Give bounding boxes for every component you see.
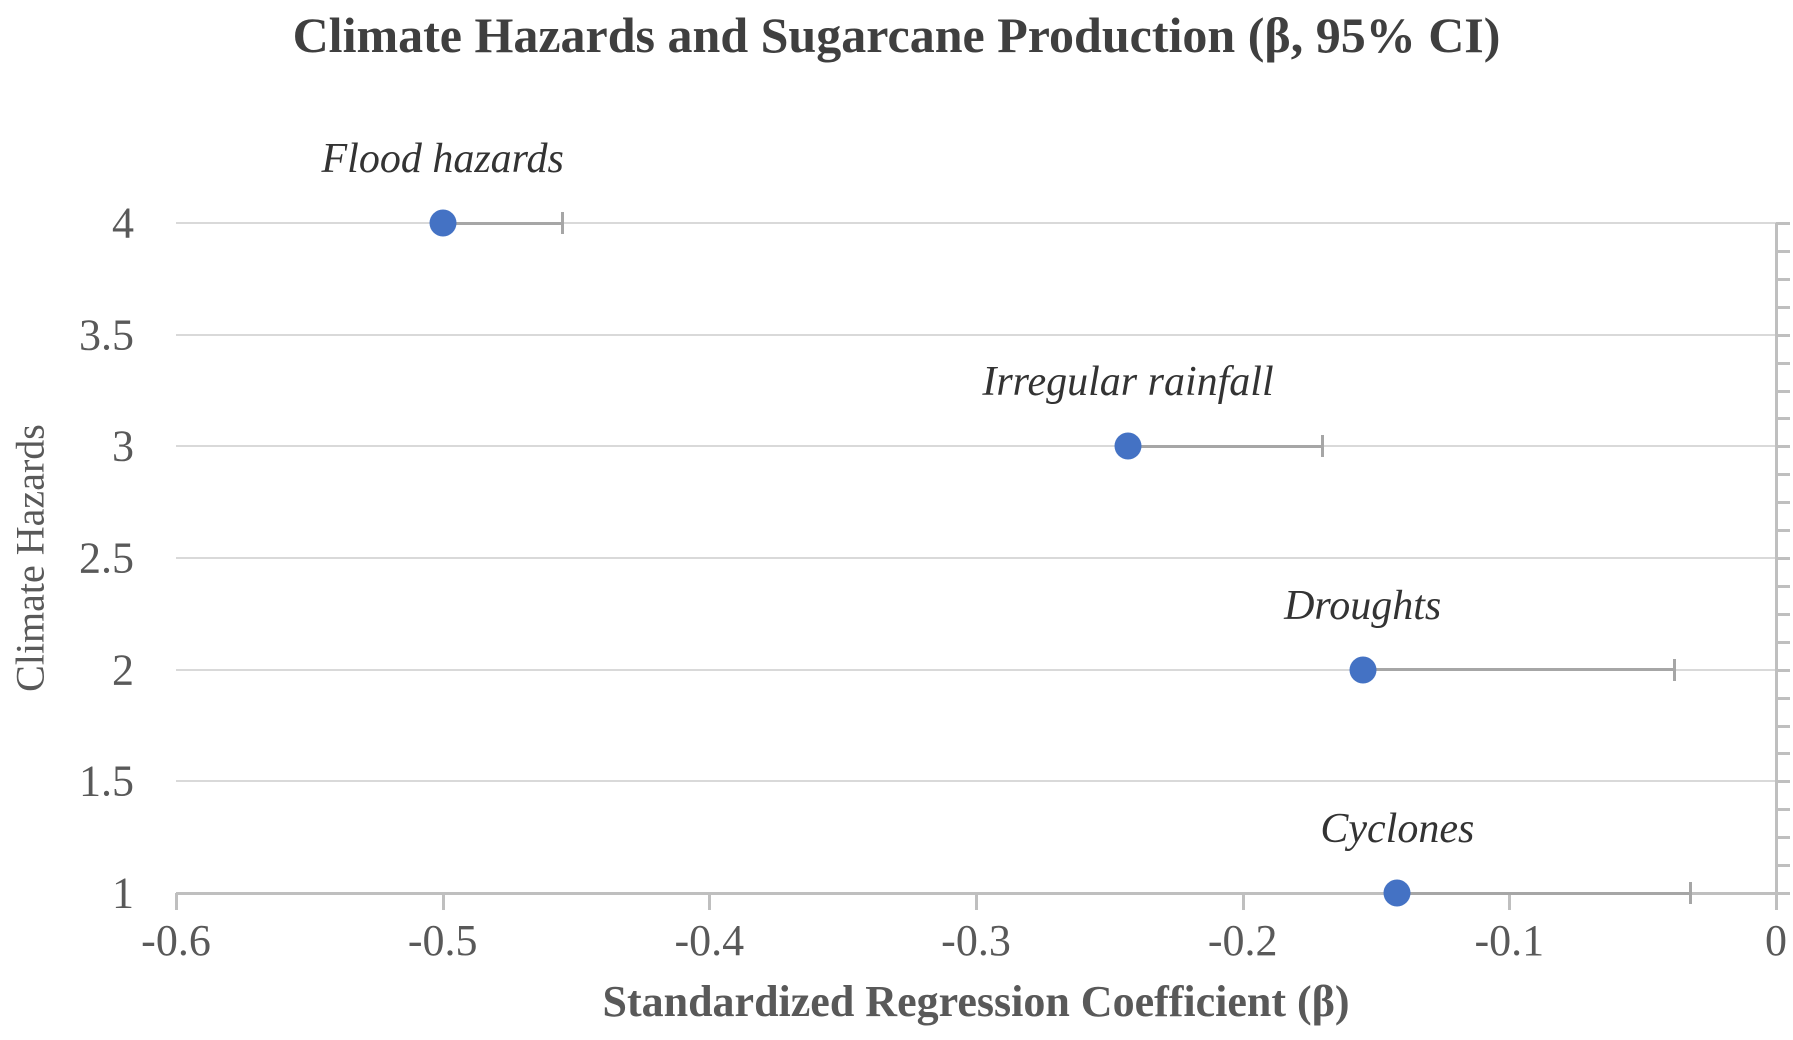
gridline-y-4: [176, 222, 1776, 224]
y-axis-minor-tick: [1776, 584, 1790, 588]
data-label-flood-hazards: Flood hazards: [321, 136, 564, 182]
x-axis-tick: [708, 893, 712, 910]
x-axis-tick: [441, 893, 445, 910]
data-label-irregular-rainfall: Irregular rainfall: [982, 359, 1274, 406]
x-axis-tick: [1508, 893, 1512, 910]
error-bar-cap-droughts: [1673, 658, 1677, 681]
y-axis-minor-tick: [1776, 836, 1790, 840]
y-axis-minor-tick: [1776, 305, 1790, 309]
y-axis-minor-tick: [1776, 612, 1790, 616]
y-tick-label-1: 1: [112, 868, 134, 918]
gridline-y-3: [176, 445, 1776, 448]
chart-title: Climate Hazards and Sugarcane Production…: [292, 7, 1501, 63]
x-tick-label--0.5: -0.5: [407, 916, 478, 965]
y-axis-minor-tick: [1776, 780, 1790, 784]
x-axis-tick: [975, 893, 978, 910]
error-bar-cap-flood-hazards: [561, 212, 565, 234]
x-tick-label--0.6: -0.6: [141, 916, 211, 965]
y-axis-minor-tick: [1776, 808, 1790, 812]
x-tick-label--0.4: -0.4: [674, 916, 745, 965]
gridline-y-2.5: [176, 557, 1776, 559]
data-label-droughts: Droughts: [1284, 582, 1442, 629]
x-axis-tick: [1775, 893, 1778, 910]
y-tick-label-3: 3: [112, 421, 134, 471]
y-axis-minor-tick: [1776, 892, 1790, 895]
error-bar-cap-cyclones: [1689, 882, 1693, 904]
y-axis-minor-tick: [1776, 668, 1790, 672]
data-point-cyclones: [1383, 879, 1411, 907]
y-axis-minor-tick: [1776, 249, 1790, 253]
y-tick-label-2: 2: [112, 645, 134, 695]
y-tick-label-1.5: 1.5: [79, 756, 134, 806]
y-axis-minor-tick: [1776, 752, 1790, 756]
y-axis-minor-tick: [1776, 864, 1790, 868]
y-axis-minor-tick: [1776, 473, 1790, 477]
error-bar-cap-irregular-rainfall: [1321, 435, 1325, 458]
gridline-y-2: [176, 668, 1776, 671]
y-axis-minor-tick: [1776, 277, 1790, 281]
y-axis-minor-tick: [1776, 445, 1790, 449]
x-axis-tick: [175, 893, 178, 910]
data-point-flood-hazards: [429, 209, 457, 237]
data-label-cyclones: Cyclones: [1320, 806, 1475, 852]
x-axis-title: Standardized Regression Coefficient (β): [602, 977, 1350, 1026]
y-axis-minor-tick: [1776, 696, 1790, 700]
data-point-droughts: [1349, 656, 1377, 684]
y-axis-minor-tick: [1776, 222, 1790, 225]
gridline-y-3.5: [176, 333, 1776, 336]
y-axis-minor-tick: [1776, 724, 1790, 728]
x-tick-label--0.3: -0.3: [941, 916, 1011, 965]
y-axis-minor-tick: [1776, 557, 1790, 560]
x-tick-label--0.2: -0.2: [1207, 916, 1278, 965]
y-axis-minor-tick: [1776, 529, 1790, 533]
y-axis-minor-tick: [1776, 640, 1790, 644]
x-tick-label-0: 0: [1765, 916, 1787, 965]
error-bar-droughts: [1362, 668, 1675, 672]
error-bar-cyclones: [1397, 891, 1691, 895]
x-axis-tick: [1241, 893, 1245, 910]
y-axis-minor-tick: [1776, 417, 1790, 421]
error-bar-flood-hazards: [442, 221, 563, 225]
y-tick-label-3.5: 3.5: [79, 310, 134, 360]
y-axis-minor-tick: [1776, 389, 1790, 393]
y-axis-minor-tick: [1776, 501, 1790, 505]
y-axis-minor-tick: [1776, 333, 1790, 337]
y-tick-label-4: 4: [112, 198, 134, 248]
x-tick-label--0.1: -0.1: [1474, 916, 1545, 965]
error-bar-irregular-rainfall: [1128, 444, 1323, 448]
data-point-irregular-rainfall: [1114, 432, 1142, 460]
gridline-y-1.5: [176, 780, 1776, 783]
y-axis-minor-tick: [1776, 361, 1790, 365]
y-tick-label-2.5: 2.5: [79, 533, 134, 583]
